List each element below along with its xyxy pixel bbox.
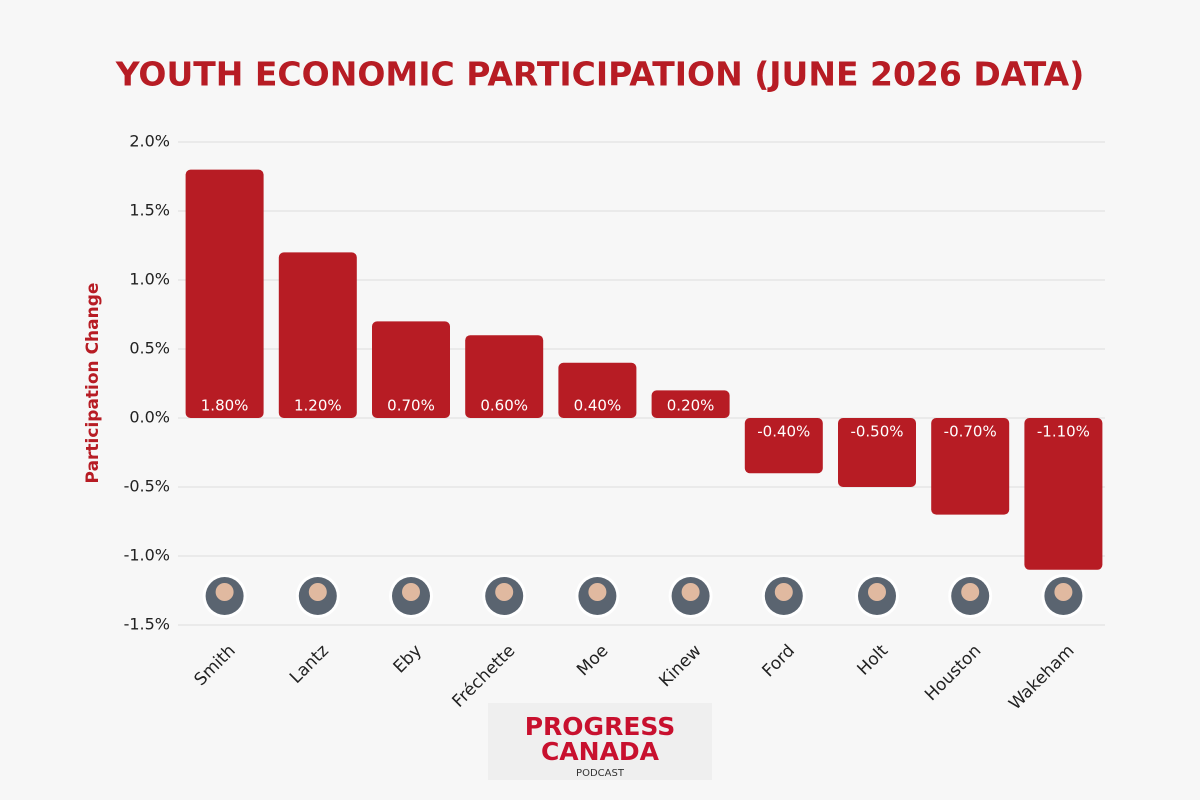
avatar-face xyxy=(215,583,234,601)
value-label: 0.40% xyxy=(574,397,622,415)
logo-line: PROGRESS xyxy=(525,712,676,741)
y-tick-label: 2.0% xyxy=(129,132,170,151)
bar xyxy=(372,321,450,418)
y-tick-label: -1.5% xyxy=(124,615,170,634)
avatar-face xyxy=(774,583,793,601)
bar xyxy=(558,362,637,418)
value-label: -0.70% xyxy=(944,423,997,441)
y-tick-label: -0.5% xyxy=(124,477,170,496)
logo-subtitle: PODCAST xyxy=(576,768,625,779)
y-tick-label: 0.5% xyxy=(129,339,170,358)
bar xyxy=(931,418,1010,515)
y-tick-label: -1.0% xyxy=(124,546,170,565)
logo-line: CANADA xyxy=(541,737,660,766)
y-tick-label: 1.5% xyxy=(129,201,170,220)
avatar-face xyxy=(495,583,514,601)
bar xyxy=(185,169,264,418)
y-tick-label: 1.0% xyxy=(129,270,170,289)
avatar-face xyxy=(961,583,980,601)
bar xyxy=(744,418,823,474)
bar xyxy=(278,252,357,418)
value-label: 0.70% xyxy=(387,397,435,415)
avatar-face xyxy=(681,583,700,601)
bar xyxy=(838,418,916,487)
value-label: -0.40% xyxy=(757,423,810,441)
avatar-face xyxy=(588,583,607,601)
chart-title: YOUTH ECONOMIC PARTICIPATION (JUNE 2026 … xyxy=(115,55,1085,94)
value-label: -0.50% xyxy=(850,423,903,441)
bar xyxy=(651,390,730,418)
avatar-face xyxy=(868,583,886,601)
logo-box xyxy=(488,703,712,780)
value-label: -1.10% xyxy=(1037,423,1090,441)
bar xyxy=(1024,418,1103,570)
value-label: 1.20% xyxy=(294,397,342,415)
avatar-face xyxy=(308,583,327,601)
value-label: 0.20% xyxy=(667,397,715,415)
avatar-face xyxy=(1054,583,1073,601)
y-tick-label: 0.0% xyxy=(129,408,170,427)
bar xyxy=(465,335,544,418)
y-axis-label: Participation Change xyxy=(83,283,103,484)
avatar-face xyxy=(402,583,420,601)
value-label: 1.80% xyxy=(201,397,249,415)
value-label: 0.60% xyxy=(480,397,528,415)
